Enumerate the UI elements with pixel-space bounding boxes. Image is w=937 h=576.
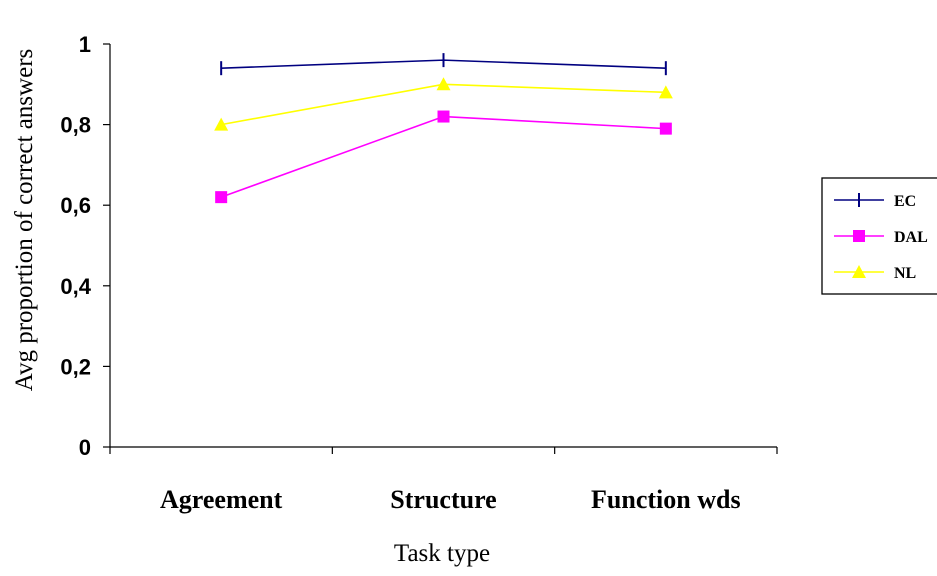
- x-tick-label: Structure: [390, 485, 496, 514]
- series-line-dal: [221, 117, 666, 198]
- y-tick-label: 0,4: [60, 274, 91, 299]
- legend-swatch-marker: [853, 230, 865, 242]
- series-dal: [215, 111, 672, 204]
- y-tick-label: 0,8: [60, 113, 91, 138]
- series-ec: [221, 53, 666, 75]
- x-tick-label: Agreement: [160, 485, 283, 514]
- series-layer: [214, 53, 673, 203]
- series-nl: [214, 77, 673, 130]
- y-tick-label: 0,6: [60, 193, 91, 218]
- y-ticks: 0 0,2 0,4 0,6 0,8 1: [60, 32, 110, 460]
- legend-label: EC: [894, 193, 916, 210]
- y-axis-title: Avg proportion of correct answers: [11, 49, 38, 391]
- data-point-dal: [660, 123, 672, 135]
- data-point-dal: [215, 191, 227, 203]
- legend-label: DAL: [894, 229, 928, 246]
- x-axis-title: Task type: [394, 540, 490, 567]
- legend: EC DAL NL: [822, 178, 937, 294]
- y-tick-label: 0: [79, 435, 91, 460]
- y-tick-label: 0,2: [60, 354, 91, 379]
- axes: 0 0,2 0,4 0,6 0,8 1 Agreement Structure Functio…: [60, 32, 777, 514]
- x-tick-label: Function wds: [591, 485, 741, 514]
- data-point-dal: [438, 111, 450, 123]
- legend-label: NL: [894, 265, 916, 282]
- x-ticks: Agreement Structure Function wds: [110, 447, 777, 514]
- y-tick-label: 1: [79, 32, 91, 57]
